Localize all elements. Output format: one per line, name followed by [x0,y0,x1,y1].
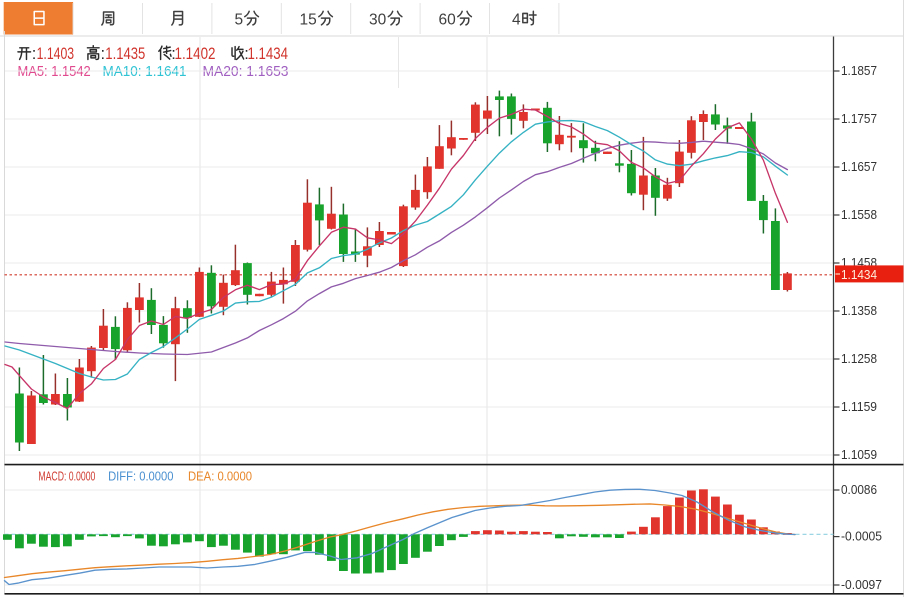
svg-text:DIFF: 0.0000: DIFF: 0.0000 [108,470,173,484]
svg-text:4: 4 [512,12,521,29]
svg-text::: : [244,45,249,63]
svg-text:-0.0005: -0.0005 [841,529,882,544]
svg-text:-0.0097: -0.0097 [841,577,882,592]
svg-text:1.1435: 1.1435 [105,45,145,63]
svg-text:5: 5 [235,12,244,29]
svg-text:1.1258: 1.1258 [841,351,877,366]
svg-text:15: 15 [300,12,317,29]
svg-text:30: 30 [369,12,387,29]
svg-text:1.1757: 1.1757 [841,111,877,126]
svg-text:1.1558: 1.1558 [841,207,877,222]
svg-text:1.1434: 1.1434 [841,267,877,282]
svg-text:1.1657: 1.1657 [841,159,877,174]
svg-text:0.0086: 0.0086 [841,482,877,497]
svg-text:1.1434: 1.1434 [248,45,289,63]
svg-text:1.1159: 1.1159 [841,399,877,414]
svg-text::: : [171,45,176,63]
svg-text:1.1402: 1.1402 [175,45,216,63]
svg-text:60: 60 [439,12,457,29]
svg-text::: : [32,45,37,63]
svg-text:1.1403: 1.1403 [37,45,75,63]
svg-text::: : [101,45,106,63]
svg-text:1.1857: 1.1857 [841,63,877,78]
svg-text:DEA: 0.0000: DEA: 0.0000 [188,470,252,484]
svg-text:MACD: 0.0000: MACD: 0.0000 [38,470,95,484]
svg-text:1.1358: 1.1358 [841,303,877,318]
svg-text:1.1059: 1.1059 [841,447,877,462]
